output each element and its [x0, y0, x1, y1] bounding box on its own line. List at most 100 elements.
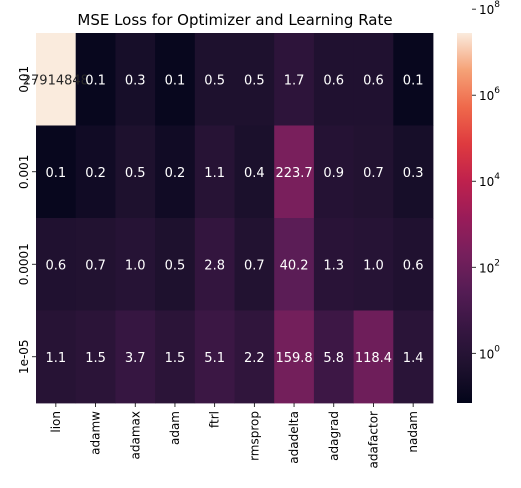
- cell-label: 0.3: [125, 73, 146, 88]
- cell-label: 0.5: [165, 258, 186, 273]
- cell-label: 0.1: [85, 73, 106, 88]
- cell-label: 0.2: [165, 166, 186, 181]
- heatmap-cell: [155, 125, 196, 219]
- cell-label: 2.2: [244, 351, 265, 366]
- heatmap-cell: [75, 125, 116, 219]
- colorbar-tick-label: 108: [479, 0, 500, 17]
- colorbar-tick-label: 102: [479, 258, 500, 275]
- heatmap-cell: [274, 218, 315, 311]
- cell-label: 118.4: [355, 351, 392, 366]
- cell-label: 1.0: [363, 258, 384, 273]
- heatmap-cell: [313, 125, 354, 219]
- cell-label: 27914848: [23, 73, 89, 88]
- heatmap-cell: [115, 218, 156, 311]
- heatmap-cell: [194, 33, 235, 126]
- cell-label: 0.3: [403, 166, 424, 181]
- heatmap-cell: [234, 310, 275, 404]
- cell-label: 0.6: [403, 258, 424, 273]
- x-tick-label: adadelta: [287, 411, 301, 464]
- cell-label: 2.8: [204, 258, 225, 273]
- cell-label: 1.1: [204, 166, 225, 181]
- cell-label: 1.5: [165, 351, 186, 366]
- heatmap-cell: [75, 33, 116, 126]
- heatmap-cell: [155, 218, 196, 311]
- heatmap-cell: [194, 218, 235, 311]
- x-axis: lion adamw adamax adam ftrl rmsprop adadelta ad…: [49, 403, 420, 468]
- heatmap-cell: [155, 310, 196, 404]
- heatmap-cell: [75, 218, 116, 311]
- y-tick-label: 1e-05: [17, 339, 31, 374]
- heatmap-cell: [36, 33, 77, 126]
- x-tick-label: nadam: [406, 411, 420, 453]
- heatmap-cell: [274, 310, 315, 404]
- cell-label: 5.8: [323, 351, 344, 366]
- heatmap-cell: [353, 310, 394, 404]
- cell-label: 0.5: [125, 166, 146, 181]
- cell-label: 1.1: [46, 351, 67, 366]
- cell-label: 1.3: [323, 258, 344, 273]
- cell-label: 1.0: [125, 258, 146, 273]
- x-tick-label: adam: [168, 411, 182, 445]
- colorbar-tick-label: 100: [479, 344, 500, 361]
- y-tick-label: 0.001: [17, 155, 31, 189]
- cell-label: 159.8: [275, 351, 312, 366]
- cell-label: 0.9: [323, 166, 344, 181]
- heatmap-cell: [353, 218, 394, 311]
- cell-label: 40.2: [280, 258, 309, 273]
- chart-title: MSE Loss for Optimizer and Learning Rate: [77, 11, 392, 29]
- cell-label: 0.7: [363, 166, 384, 181]
- cell-label: 223.7: [275, 166, 312, 181]
- x-tick-label: rmsprop: [247, 411, 261, 461]
- x-tick-label: adagrad: [327, 411, 341, 461]
- y-axis: 0.01 0.001 0.0001 1e-05: [17, 66, 36, 374]
- cell-label: 0.7: [85, 258, 106, 273]
- heatmap-cell: [313, 218, 354, 311]
- heatmap-cell: [274, 125, 315, 219]
- heatmap-cell: [234, 125, 275, 219]
- heatmap-cell: [274, 33, 315, 126]
- heatmap-cell: [313, 33, 354, 126]
- heatmap-cell: [393, 33, 434, 126]
- heatmap-cell: [155, 33, 196, 126]
- heatmap-cells: [36, 33, 434, 404]
- cell-label: 1.7: [284, 73, 305, 88]
- heatmap-cell: [313, 310, 354, 404]
- cell-label: 0.7: [244, 258, 265, 273]
- cell-label: 0.1: [46, 166, 67, 181]
- heatmap-cell: [393, 310, 434, 404]
- y-tick-label: 0.0001: [17, 243, 31, 285]
- cell-label: 0.6: [363, 73, 384, 88]
- x-tick-label: adamax: [128, 411, 142, 459]
- x-tick-label: adafactor: [366, 411, 380, 469]
- heatmap-cell: [36, 218, 77, 311]
- cell-label: 0.5: [204, 73, 225, 88]
- cell-label: 0.6: [323, 73, 344, 88]
- cell-label: 0.1: [403, 73, 424, 88]
- cell-label: 3.7: [125, 351, 146, 366]
- cell-label: 1.5: [85, 351, 106, 366]
- cell-label: 0.4: [244, 166, 265, 181]
- heatmap-cell: [393, 218, 434, 311]
- colorbar-tick-label: 104: [479, 172, 500, 189]
- heatmap-cell: [115, 33, 156, 126]
- colorbar: 100 102 104 106 108: [457, 0, 500, 403]
- colorbar-tick-label: 106: [479, 86, 500, 103]
- x-tick-label: ftrl: [208, 411, 222, 428]
- cell-label: 0.5: [244, 73, 265, 88]
- x-tick-label: lion: [49, 411, 63, 433]
- heatmap-cell: [234, 33, 275, 126]
- x-tick-label: adamw: [89, 411, 103, 455]
- heatmap-cell: [194, 125, 235, 219]
- cell-label: 5.1: [204, 351, 225, 366]
- heatmap-cell: [194, 310, 235, 404]
- heatmap-cell: [75, 310, 116, 404]
- heatmap-cell: [353, 125, 394, 219]
- heatmap-cell: [115, 125, 156, 219]
- y-tick-label: 0.01: [17, 66, 31, 93]
- heatmap-cell: [234, 218, 275, 311]
- heatmap-cell: [36, 125, 77, 219]
- heatmap-cell: [393, 125, 434, 219]
- heatmap-cell: [115, 310, 156, 404]
